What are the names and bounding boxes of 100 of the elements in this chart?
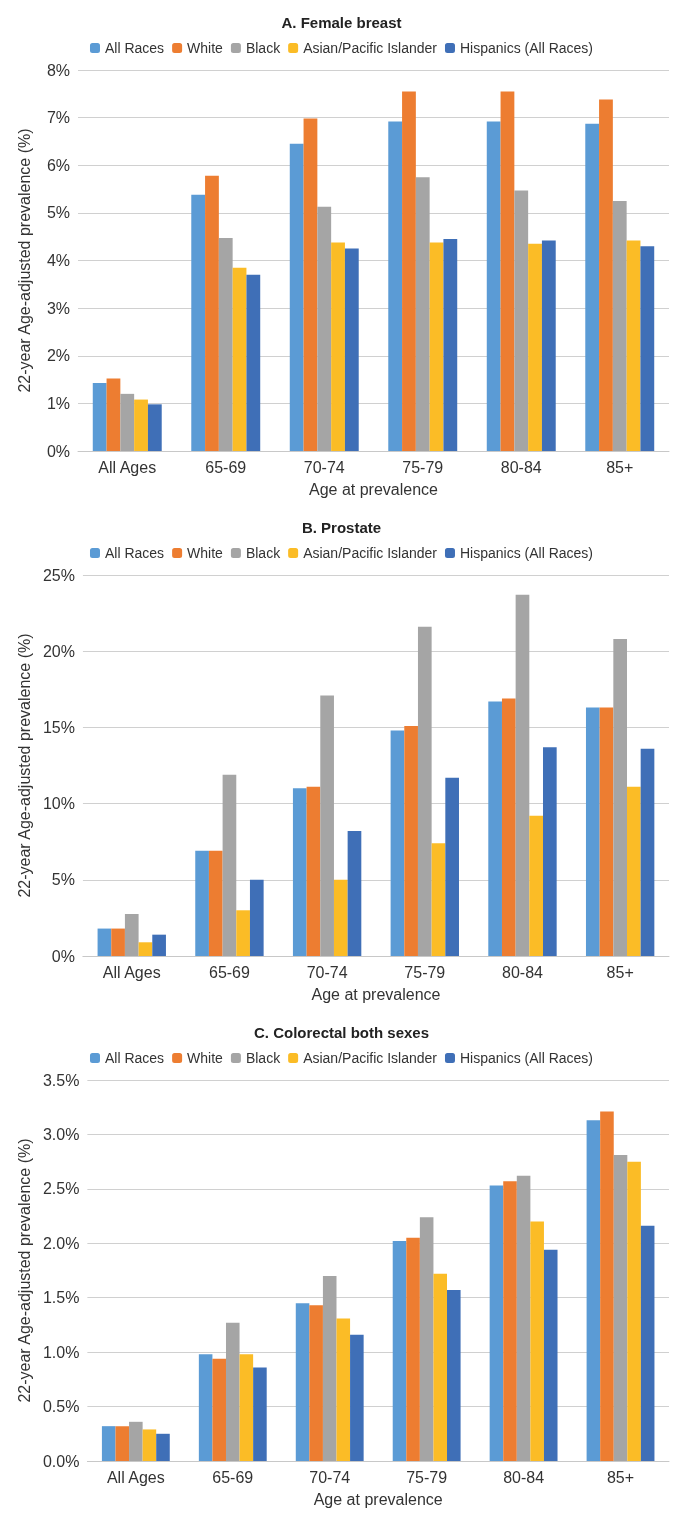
bar [514, 190, 529, 451]
bar [129, 1421, 143, 1461]
y-tick-label: 1% [46, 394, 70, 412]
bar [489, 1185, 504, 1461]
bar [331, 242, 345, 451]
bar [120, 393, 135, 451]
legend-label: Hispanics (All Races) [459, 40, 594, 56]
y-tick-label: 0.0% [42, 1452, 80, 1470]
x-tick-label: 65-69 [208, 963, 251, 981]
bar [134, 399, 148, 451]
bar [392, 1241, 407, 1461]
legend-label: Asian/Pacific Islander [303, 1050, 438, 1066]
bar [501, 698, 516, 956]
y-tick-label: 3.5% [42, 1071, 80, 1089]
bar [218, 238, 233, 451]
bar [529, 815, 543, 956]
bar [613, 639, 627, 956]
legend-label: All Races [104, 1050, 165, 1066]
bar [236, 910, 250, 956]
x-tick-label: 75-79 [404, 963, 446, 981]
x-tick-label: 65-69 [205, 458, 247, 476]
bar [626, 240, 641, 451]
bar [142, 1429, 157, 1461]
y-tick-label: 6% [46, 156, 70, 174]
bar [542, 747, 557, 956]
x-axis-title: Age at prevalence [313, 1490, 443, 1508]
y-tick-label: 1.0% [42, 1343, 80, 1361]
x-tick-label: 80-84 [503, 1468, 545, 1486]
x-tick-label: 85+ [606, 1468, 635, 1486]
bar [292, 788, 307, 956]
y-tick-label: 20% [42, 642, 75, 660]
bar [222, 774, 237, 956]
x-tick-label: 85+ [606, 963, 634, 981]
bar [600, 1111, 614, 1461]
bar [599, 99, 613, 451]
bar [585, 123, 600, 451]
bar [613, 1155, 628, 1461]
legend-label: Black [245, 545, 282, 561]
x-tick-label: 70-74 [303, 458, 345, 476]
bar [347, 831, 362, 956]
bar [515, 594, 530, 956]
bar [640, 748, 655, 956]
y-tick-label: 3.0% [42, 1125, 80, 1143]
bar [317, 206, 332, 451]
y-tick-label: 0.5% [42, 1398, 80, 1416]
bar [415, 177, 430, 451]
legend-label: Asian/Pacific Islander [303, 40, 438, 56]
x-tick-label: All Ages [106, 1468, 165, 1486]
bar [516, 1175, 531, 1461]
bar [433, 1273, 448, 1461]
bar [406, 1237, 420, 1461]
bar [111, 928, 125, 956]
bar [404, 725, 418, 956]
y-tick-label: 0% [46, 442, 70, 460]
bar [246, 274, 261, 451]
bar [402, 91, 416, 451]
legend-label: White [187, 1050, 224, 1066]
y-tick-label: 1.5% [42, 1289, 80, 1307]
bar [390, 730, 405, 956]
bar [445, 777, 459, 956]
y-tick-label: 10% [42, 795, 75, 813]
bar [239, 1354, 254, 1461]
legend-label: All Races [104, 40, 165, 56]
bar [306, 786, 321, 956]
bar [419, 1217, 434, 1461]
bar [627, 786, 641, 956]
x-tick-label: 80-84 [500, 458, 542, 476]
bar [336, 1318, 351, 1461]
bar [156, 1433, 170, 1461]
bar [147, 404, 162, 451]
bar [344, 248, 359, 451]
bar [500, 91, 515, 451]
legend-label: Black [245, 1050, 282, 1066]
chart-title: C. Colorectal both sexes [253, 1024, 430, 1041]
legend-label: Asian/Pacific Islander [303, 545, 438, 561]
x-tick-label: All Ages [102, 963, 161, 981]
y-axis-title: 22-year Age-adjusted prevalence (%) [15, 128, 33, 393]
bar [503, 1181, 517, 1461]
x-tick-label: 70-74 [306, 963, 348, 981]
bar [92, 382, 107, 451]
bar [195, 850, 209, 956]
bar [205, 175, 219, 451]
bar [208, 850, 223, 956]
bar [627, 1161, 641, 1461]
bar [350, 1334, 364, 1461]
bar [417, 626, 432, 956]
bar [225, 1322, 240, 1461]
y-tick-label: 2% [46, 347, 70, 365]
bar [431, 843, 446, 956]
bar [295, 1303, 310, 1461]
y-tick-label: 2.5% [42, 1180, 80, 1198]
bar [585, 707, 600, 956]
x-tick-label: 75-79 [406, 1468, 448, 1486]
legend-label: White [187, 40, 224, 56]
bar [443, 239, 458, 451]
x-axis-title: Age at prevalence [311, 985, 441, 1003]
bar [152, 934, 166, 956]
x-tick-label: 80-84 [502, 963, 544, 981]
y-tick-label: 0% [51, 947, 75, 965]
bar [486, 121, 501, 451]
